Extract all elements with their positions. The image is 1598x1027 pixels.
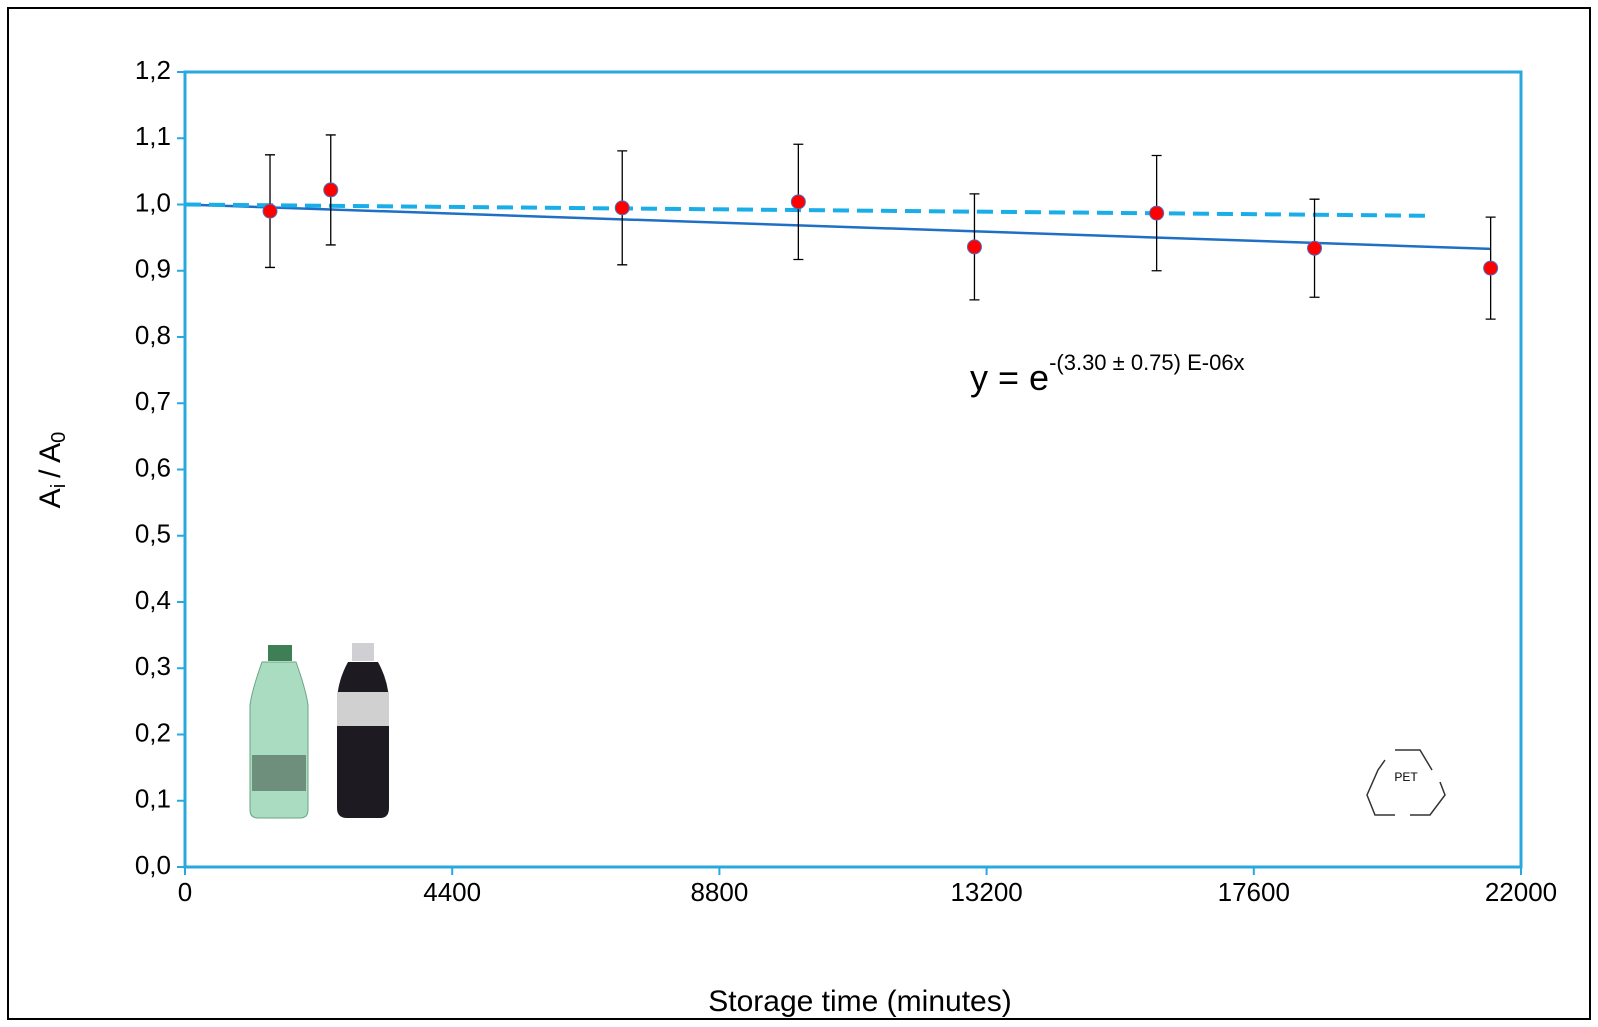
dashed-fit-line — [184, 202, 1430, 218]
y-tick-label: 0,8 — [135, 320, 171, 350]
data-point — [966, 239, 982, 255]
data-point — [1149, 205, 1165, 221]
y-tick-label: 1,0 — [135, 187, 171, 217]
equation: y = e-(3.30 ± 0.75) E-06x — [970, 350, 1245, 398]
equation-exponent: -(3.30 ± 0.75) E-06x — [1049, 350, 1245, 375]
y-tick-label: 1,2 — [135, 55, 171, 85]
y-label-sub: 0 — [48, 432, 70, 443]
y-label-sub: i — [48, 484, 70, 488]
y-label-part: / A — [34, 443, 67, 478]
chart-border — [7, 7, 1591, 1020]
fit-line — [184, 203, 1491, 251]
bottles-image — [249, 643, 389, 819]
pet-recycle-icon: PET — [1366, 749, 1446, 816]
data-point — [262, 203, 278, 219]
y-tick-label: 0,3 — [135, 651, 171, 681]
y-label-part: A — [34, 488, 67, 508]
data-point — [1483, 260, 1499, 276]
x-tick-label: 0 — [178, 877, 192, 907]
data-point — [323, 182, 339, 198]
x-tick-label: 17600 — [1218, 877, 1290, 907]
equation-base: y = e — [970, 357, 1049, 398]
data-point — [614, 200, 630, 216]
x-axis-label: Storage time (minutes) — [708, 985, 1011, 1018]
y-tick-label: 0,4 — [135, 585, 171, 615]
y-tick-label: 0,1 — [135, 784, 171, 814]
icon-label: PET — [1394, 770, 1418, 784]
y-tick-label: 0,7 — [135, 386, 171, 416]
y-tick-label: 0,0 — [135, 850, 171, 880]
x-tick-label: 8800 — [690, 877, 748, 907]
y-tick-label: 0,5 — [135, 519, 171, 549]
x-tick-label: 13200 — [950, 877, 1022, 907]
y-tick-label: 1,1 — [135, 121, 171, 151]
data-point — [790, 194, 806, 210]
data-point — [1307, 240, 1323, 256]
x-tick-label: 22000 — [1485, 877, 1557, 907]
y-tick-label: 0,6 — [135, 452, 171, 482]
y-tick-label: 0,2 — [135, 717, 171, 747]
y-axis-label: Ai / A0 — [34, 432, 70, 509]
x-tick-label: 4400 — [423, 877, 481, 907]
y-tick-label: 0,9 — [135, 254, 171, 284]
